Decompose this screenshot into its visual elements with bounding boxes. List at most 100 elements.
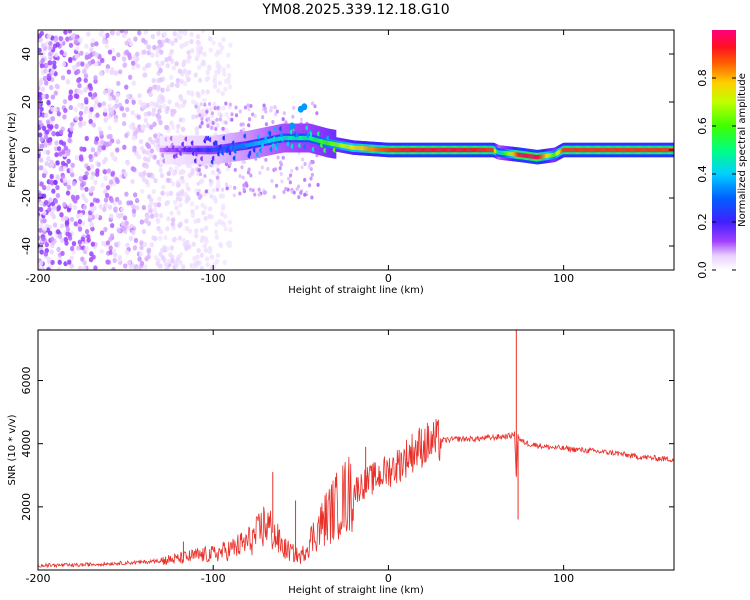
spectrogram-speckle [68, 203, 73, 209]
spectrogram-speckle [38, 146, 42, 152]
colorbar-tick-label: 0.0 [696, 261, 709, 279]
spectrogram-speckle [93, 179, 98, 186]
spectrogram-speckle [74, 155, 80, 161]
colorbar-ticks: 0.0 0.2 0.4 0.6 0.8 [696, 69, 736, 279]
spectrogram-speckle [41, 236, 46, 242]
spectrogram-speckle [38, 37, 44, 43]
spectrogram-speckle [44, 63, 49, 69]
spectrogram-speckle [161, 103, 167, 109]
spectrogram-speckle [282, 190, 286, 195]
spectrogram-speckle [246, 170, 251, 175]
spectrogram-speckle [140, 125, 145, 131]
spectrogram-speckle [111, 95, 117, 101]
spectrogram-speckle [69, 255, 74, 261]
spectrogram-speckle [181, 237, 187, 243]
spectrogram-speckle [77, 102, 82, 108]
spectrogram-speckle [115, 139, 121, 145]
spectrogram-speckle [291, 114, 295, 119]
spectrogram-speckle [66, 184, 72, 190]
spectrogram-speckle [153, 202, 158, 208]
spectrogram-speckle [44, 112, 49, 118]
spectrogram-speckle [228, 42, 233, 48]
spectrogram-speckle [68, 89, 74, 95]
spectrogram-speckle [137, 93, 142, 99]
x-tick-label: -200 [26, 572, 51, 585]
spectrogram-speckle [97, 102, 102, 108]
spectrogram-y-label: Frequency (Hz) [7, 112, 18, 188]
spectrogram-speckle [88, 153, 93, 160]
spectrogram-speckle [176, 210, 182, 216]
spectrogram-speckle [214, 221, 219, 227]
spectrogram-speckle [223, 226, 228, 232]
spectrogram-speckle [59, 212, 64, 218]
spectrogram-speckle [170, 40, 175, 46]
spectrogram-speckle [51, 130, 56, 136]
spectrogram-speckle [155, 260, 160, 266]
spectrogram-speckle [78, 212, 84, 218]
colorbar-label: Normalized spectral amplitude [737, 73, 748, 227]
y-tick-label: 20 [20, 95, 33, 109]
spectrogram-speckle [189, 201, 195, 207]
spectrogram-speckle [74, 53, 80, 60]
spectrogram-speckle [72, 204, 78, 211]
spectrogram-speckle [61, 149, 66, 155]
spectrogram-speckle [50, 259, 55, 266]
spectrogram-speckle [110, 30, 115, 36]
spectrogram-speckle [53, 37, 58, 43]
spectrogram-speckle [47, 60, 53, 66]
spectrogram-speckle [111, 154, 116, 161]
spectrogram-speckle [303, 162, 307, 167]
spectrogram-speckle [46, 73, 51, 79]
spectrogram-speckle [215, 252, 221, 259]
spectrogram-speckle [270, 178, 274, 183]
spectrogram-speckle [195, 254, 200, 260]
spectrogram-speckle [44, 161, 49, 167]
spectrogram-speckle [63, 236, 69, 243]
spectrogram-speckle [166, 216, 171, 222]
spectrogram-speckle [108, 95, 113, 101]
spectrogram-speckle [213, 229, 219, 235]
spectrogram-speckle [86, 165, 91, 171]
spectrogram-speckle [63, 30, 68, 35]
spectrogram-speckle [88, 85, 94, 91]
spectrogram-speckle [94, 52, 99, 58]
spectrogram-speckle [174, 262, 179, 268]
spectrogram-speckle [73, 198, 78, 204]
spectrogram-speckle [109, 179, 114, 185]
spectrogram-speckle [248, 187, 253, 192]
spectrogram-speckle [171, 124, 176, 130]
spectrogram-speckle [105, 68, 110, 74]
spectrogram-speckle [80, 236, 86, 242]
spectrogram-speckle [111, 55, 117, 61]
spectrogram-speckle [58, 139, 64, 145]
spectrogram-speckle [158, 229, 164, 235]
spectrogram-speckle [224, 182, 229, 187]
spectrogram-speckle [165, 105, 170, 112]
spectrogram-speckle [121, 120, 127, 127]
spectrogram-speckle [189, 31, 194, 38]
spectrogram-speckle [64, 220, 70, 226]
spectrogram-speckle [292, 105, 296, 110]
spectrogram-speckle [104, 192, 110, 199]
spectrogram-speckle [72, 65, 77, 72]
spectrogram-speckle [190, 167, 195, 174]
y-tick-label: 0 [20, 147, 33, 154]
spectrogram-speckle [78, 110, 84, 117]
spectrogram-speckle [141, 176, 147, 183]
spectrogram-speckle [234, 113, 239, 118]
spectrogram-speckle [177, 235, 182, 241]
spectrogram-speckle [79, 182, 85, 188]
spectrogram-speckle [59, 49, 64, 55]
spectrogram-speckle [194, 233, 199, 239]
spectrogram-speckle [227, 184, 233, 190]
spectrogram-speckle [89, 221, 94, 227]
x-tick-label: -200 [26, 272, 51, 285]
spectrogram-speckle [99, 130, 104, 136]
spectrogram-speckle [83, 175, 88, 181]
spectrogram-speckle [46, 185, 51, 191]
spectrogram-speckle [160, 87, 165, 93]
spectrogram-speckle [223, 78, 229, 84]
spectrogram-speckle [206, 116, 211, 121]
spectrogram-speckle [117, 69, 123, 75]
spectrogram-speckle [221, 67, 227, 73]
